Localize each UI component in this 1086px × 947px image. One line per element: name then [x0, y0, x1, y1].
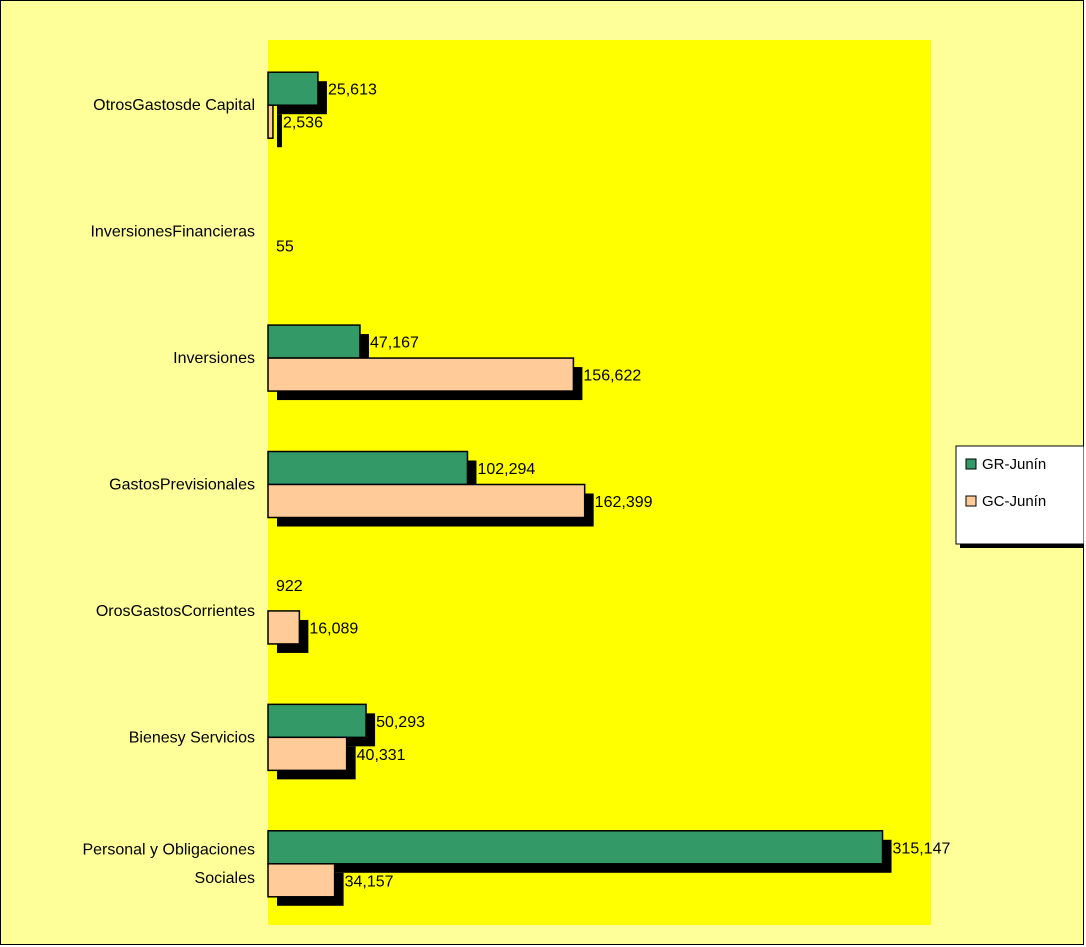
data-label: 16,089 — [309, 620, 358, 637]
legend-swatch-gc — [965, 495, 977, 507]
bars-layer — [267, 71, 892, 906]
bar-shadow — [277, 114, 282, 148]
legend: GR-Junín GC-Junín — [955, 445, 1084, 548]
data-label: 25,613 — [328, 82, 377, 99]
legend-label-gc: GC-Junín — [982, 493, 1046, 510]
data-label: 50,293 — [376, 714, 425, 731]
bar-gc-junin — [267, 736, 348, 772]
category-label: OrosGastosCorrientes — [96, 603, 255, 620]
data-label: 47,167 — [370, 335, 419, 352]
bar-gr-junin — [267, 830, 884, 865]
data-label: 55 — [276, 239, 294, 256]
data-label: 40,331 — [357, 747, 406, 764]
data-label: 922 — [276, 578, 303, 595]
bar-gc-junin — [267, 483, 586, 519]
legend-label-gr: GR-Junín — [982, 456, 1046, 473]
bar-gc-junin — [267, 863, 336, 898]
data-label: 2,536 — [283, 115, 323, 132]
data-label: 156,622 — [583, 368, 641, 385]
bar-gr-junin — [267, 450, 469, 486]
category-label: Bienesy Servicios — [129, 729, 255, 746]
bar-gc-junin — [267, 610, 301, 645]
bar-gc-junin — [267, 104, 274, 139]
labels-layer: OtrosGastosde Capital 25,613 2,536 Inversio… — [82, 82, 950, 891]
data-label: 102,294 — [477, 461, 535, 478]
category-label: GastosPrevisionales — [109, 477, 255, 494]
bar-gr-junin — [267, 324, 361, 359]
category-label: OtrosGastosde Capital — [93, 97, 255, 114]
category-label: Personal y Obligaciones — [82, 841, 255, 858]
category-label: Sociales — [195, 870, 255, 887]
legend-swatch-gr — [965, 458, 977, 470]
bar-gr-junin — [267, 71, 319, 106]
data-label: 315,147 — [893, 840, 951, 857]
legend-box-face — [955, 445, 1084, 545]
bar-gc-junin — [267, 357, 575, 392]
data-label: 162,399 — [595, 494, 653, 511]
category-label: InversionesFinancieras — [90, 224, 255, 241]
category-label: Inversiones — [173, 350, 255, 367]
data-label: 34,157 — [345, 873, 394, 890]
bar-gr-junin — [267, 703, 367, 739]
